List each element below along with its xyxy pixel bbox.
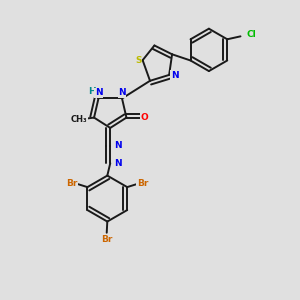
Text: Cl: Cl	[246, 30, 256, 39]
Text: CH₃: CH₃	[71, 116, 88, 124]
Text: Br: Br	[66, 179, 78, 188]
Text: O: O	[141, 113, 148, 122]
Text: Br: Br	[137, 179, 148, 188]
Text: H: H	[88, 87, 96, 96]
Text: N: N	[171, 71, 178, 80]
Text: N: N	[114, 159, 122, 168]
Text: S: S	[135, 56, 142, 65]
Text: N: N	[95, 88, 102, 97]
Text: N: N	[118, 88, 126, 97]
Text: N: N	[114, 141, 122, 150]
Text: Br: Br	[101, 235, 112, 244]
